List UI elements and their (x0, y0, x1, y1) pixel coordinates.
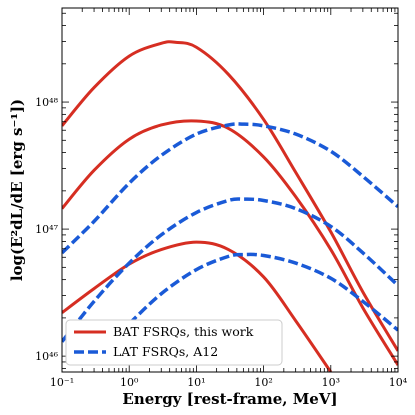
labels-layer: 10⁻¹ 10⁰ 10¹ 10² 10³ 10⁴ 10⁴⁶ 10⁴⁷ 10⁴⁸ (35, 96, 408, 389)
lat-fsrq-curve-3 (62, 122, 398, 255)
bat-fsrq-curve-0 (62, 40, 398, 352)
legend: BAT FSRQs, this work LAT FSRQs, A12 (65, 319, 283, 366)
y-tick-label: 10⁴⁶ (35, 350, 58, 363)
x-axis-label: Energy [rest-frame, MeV] (122, 390, 337, 408)
lat-fsrq-curve-5 (128, 252, 398, 332)
x-tick-label: 10² (254, 376, 272, 389)
x-tick-label: 10⁻¹ (50, 376, 74, 389)
lat-fsrq-curve-4 (62, 197, 398, 343)
series-layer (62, 40, 398, 372)
x-tick-label: 10⁴ (389, 376, 408, 389)
bat-fsrq-curve-1 (62, 119, 398, 366)
legend-label-bat: BAT FSRQs, this work (113, 324, 254, 339)
x-tick-label: 10¹ (187, 376, 205, 389)
legend-box (65, 319, 283, 366)
x-tick-label: 10³ (322, 376, 340, 389)
ticks-layer (61, 8, 399, 372)
bat-fsrq-curve-2 (62, 240, 333, 372)
y-tick-label: 10⁴⁸ (35, 96, 58, 109)
plot-frame (61, 7, 399, 373)
x-tick-label: 10⁰ (120, 376, 139, 389)
y-tick-label: 10⁴⁷ (35, 223, 58, 236)
legend-label-lat: LAT FSRQs, A12 (113, 344, 218, 359)
y-axis-label: log(E²dL/dE [erg s⁻¹]) (8, 99, 26, 281)
